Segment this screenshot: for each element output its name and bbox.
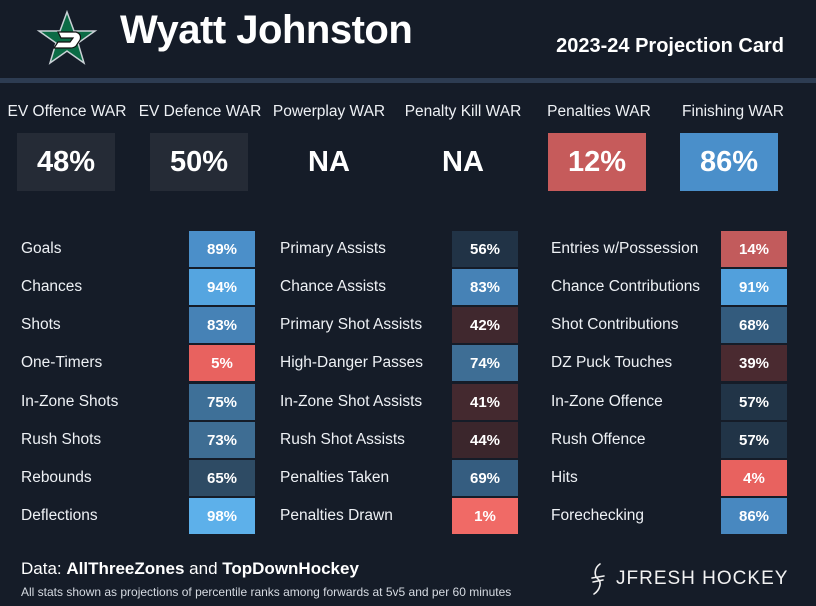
stat-value: 4% — [721, 460, 787, 496]
source-allthreezones: AllThreeZones — [66, 559, 185, 578]
stat-label: Shot Contributions — [551, 316, 679, 333]
stat-value: 56% — [452, 231, 518, 267]
stat-value: 69% — [452, 460, 518, 496]
stat-value: 86% — [721, 498, 787, 534]
stat-label: Forechecking — [551, 507, 645, 524]
stat-label: Chances — [21, 278, 83, 295]
stat-label: Penalties Drawn — [280, 507, 393, 524]
stat-label: Entries w/Possession — [551, 240, 699, 257]
stat-value: 68% — [721, 307, 787, 343]
brand: JFRESH HOCKEY — [588, 562, 788, 596]
stat-label: In-Zone Shot Assists — [280, 393, 423, 410]
stat-value: 5% — [189, 345, 255, 381]
war-label-ev-defence: EV Defence WAR — [138, 103, 262, 120]
stat-value: 65% — [189, 460, 255, 496]
war-value-ev-defence: 50% — [150, 133, 248, 191]
stat-label: Chance Assists — [280, 278, 386, 295]
player-name: Wyatt Johnston — [120, 8, 413, 52]
jfresh-signature-icon — [591, 563, 605, 595]
stat-value: 91% — [721, 269, 787, 305]
footnote: All stats shown as projections of percen… — [21, 585, 512, 599]
stat-label: DZ Puck Touches — [551, 354, 673, 371]
source-topdownhockey: TopDownHockey — [222, 559, 359, 578]
war-value-finishing: 86% — [680, 133, 778, 191]
stat-label: Primary Assists — [280, 240, 386, 257]
war-label-powerplay: Powerplay WAR — [272, 103, 386, 120]
stat-label: Rush Offence — [551, 431, 646, 448]
war-value-powerplay: NA — [280, 133, 378, 191]
stat-value: 73% — [189, 422, 255, 458]
war-value-penalty-kill: NA — [414, 133, 512, 191]
stat-value: 41% — [452, 384, 518, 420]
stat-value: 1% — [452, 498, 518, 534]
war-label-ev-offence: EV Offence WAR — [7, 103, 127, 120]
stat-label: Primary Shot Assists — [280, 316, 423, 333]
stat-label: One-Timers — [21, 354, 103, 371]
source-and: and — [184, 559, 223, 578]
war-label-penalty-kill: Penalty Kill WAR — [404, 103, 522, 120]
war-label-penalties: Penalties WAR — [547, 103, 651, 120]
stat-label: Penalties Taken — [280, 469, 390, 486]
stat-value: 44% — [452, 422, 518, 458]
stat-value: 94% — [189, 269, 255, 305]
stat-label: High-Danger Passes — [280, 354, 424, 371]
war-label-finishing: Finishing WAR — [682, 103, 784, 120]
header-divider — [0, 78, 816, 83]
stat-value: 57% — [721, 384, 787, 420]
war-value-penalties: 12% — [548, 133, 646, 191]
stat-value: 74% — [452, 345, 518, 381]
stat-value: 75% — [189, 384, 255, 420]
stat-value: 98% — [189, 498, 255, 534]
stat-value: 39% — [721, 345, 787, 381]
stat-label: Rush Shot Assists — [280, 431, 405, 448]
dallas-stars-logo-icon — [36, 10, 98, 65]
war-value-ev-offence: 48% — [17, 133, 115, 191]
stat-value: 14% — [721, 231, 787, 267]
stat-label: Shots — [21, 316, 61, 333]
card-title: 2023-24 Projection Card — [556, 35, 784, 57]
stat-label: Hits — [551, 469, 578, 486]
stat-label: In-Zone Shots — [21, 393, 119, 410]
stat-label: Chance Contributions — [551, 278, 701, 295]
stat-value: 89% — [189, 231, 255, 267]
stat-value: 83% — [452, 269, 518, 305]
brand-name: JFRESH HOCKEY — [616, 568, 789, 589]
stat-label: Goals — [21, 240, 62, 257]
stat-value: 42% — [452, 307, 518, 343]
stat-label: Rush Shots — [21, 431, 102, 448]
stat-label: Deflections — [21, 507, 98, 524]
source-prefix: Data: — [21, 559, 67, 578]
stat-value: 57% — [721, 422, 787, 458]
stat-label: Rebounds — [21, 469, 92, 486]
stat-label: In-Zone Offence — [551, 393, 663, 410]
header: Wyatt Johnston 2023-24 Projection Card — [0, 0, 816, 78]
stat-value: 83% — [189, 307, 255, 343]
data-source: Data: AllThreeZones and TopDownHockey — [21, 559, 359, 579]
